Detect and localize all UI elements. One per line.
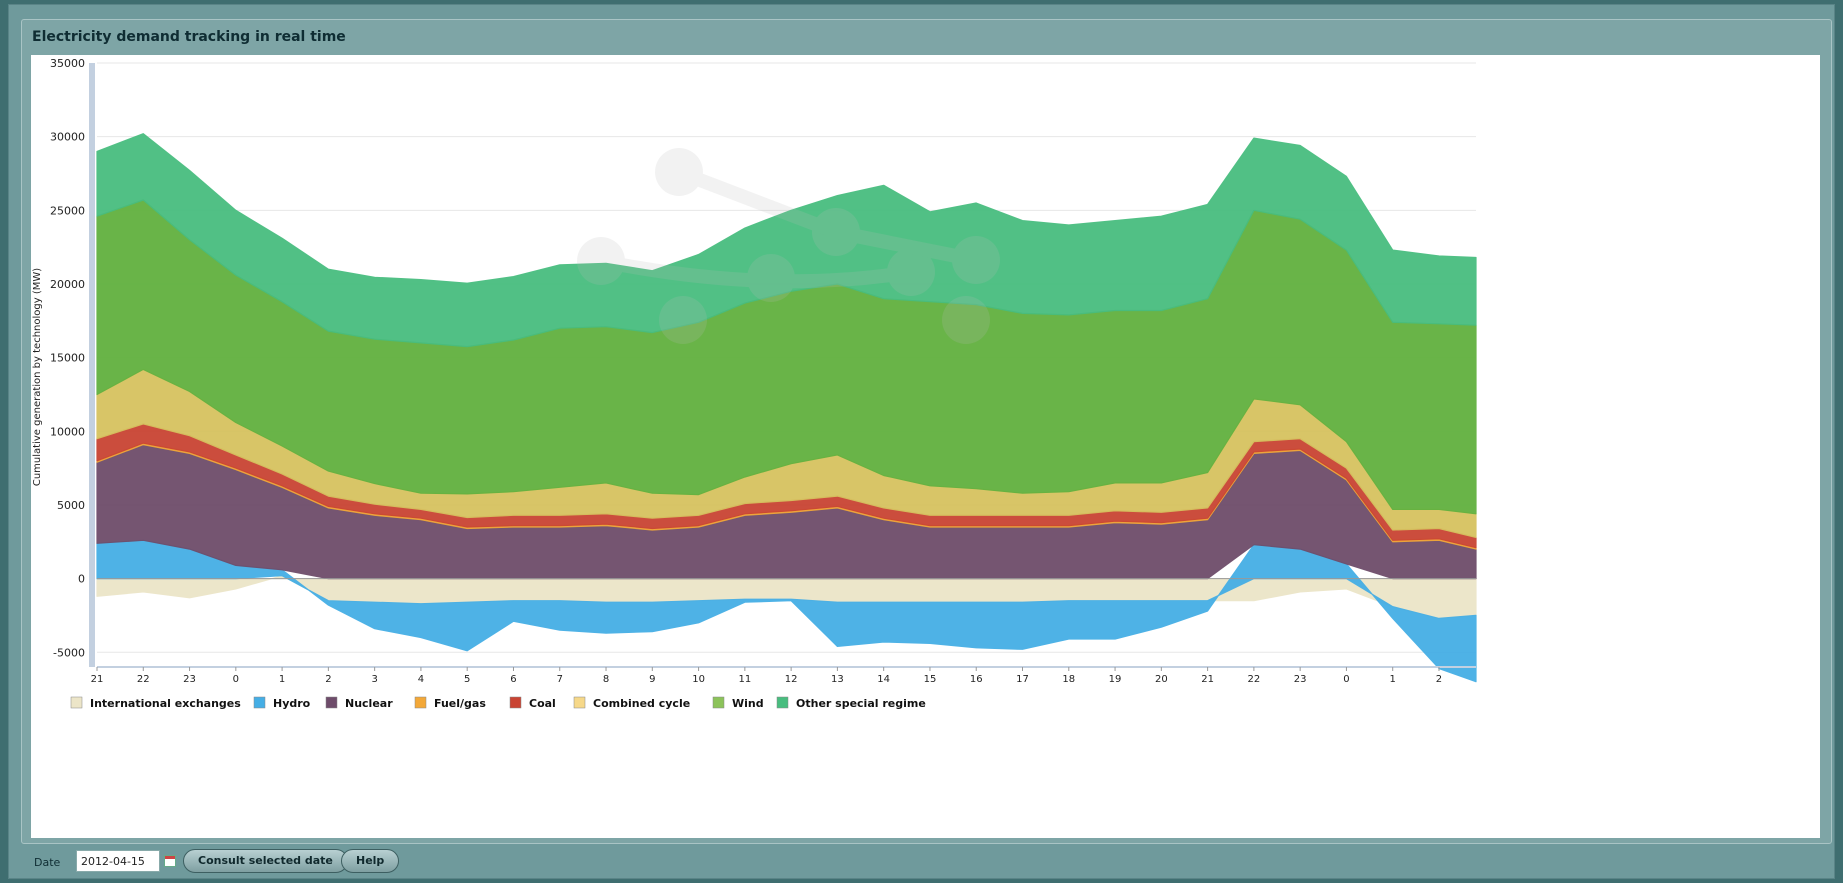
- legend-swatch: [253, 696, 266, 709]
- x-tick-label: 23: [1294, 674, 1307, 685]
- x-tick-label: 12: [785, 674, 798, 685]
- calendar-icon[interactable]: [164, 855, 176, 867]
- legend-label: Other special regime: [796, 697, 926, 710]
- x-tick-label: 3: [371, 674, 377, 685]
- legend-label: Nuclear: [345, 697, 393, 710]
- x-tick-label: 9: [649, 674, 655, 685]
- legend-swatch: [573, 696, 586, 709]
- area-series-hydro[interactable]: [96, 539, 1477, 683]
- legend-swatch: [776, 696, 789, 709]
- legend-swatch: [325, 696, 338, 709]
- x-tick-label: 5: [464, 674, 470, 685]
- x-tick-label: 17: [1016, 674, 1029, 685]
- x-tick-label: 2: [325, 674, 331, 685]
- x-tick-label: 21: [1201, 674, 1214, 685]
- x-tick-label: 7: [557, 674, 563, 685]
- area-series-other-special-regime[interactable]: [96, 133, 1477, 348]
- legend-item[interactable]: Wind: [712, 696, 764, 710]
- date-controls: Date Consult selected date Help: [21, 847, 921, 877]
- x-tick-label: 23: [183, 674, 196, 685]
- x-tick-label: 10: [692, 674, 705, 685]
- x-tick-label: 4: [418, 674, 424, 685]
- chart-area: 35000 30000 25000 20000 15000 10000 5000 0 -5000…: [31, 55, 1820, 838]
- area-series: [96, 133, 1477, 683]
- x-tick-label: 16: [970, 674, 983, 685]
- legend-item[interactable]: Combined cycle: [573, 696, 690, 710]
- demand-chart: 35000 30000 25000 20000 15000 10000 5000 0 -5000…: [32, 57, 1477, 710]
- legend-swatch: [414, 696, 427, 709]
- y-tick-label: 15000: [50, 352, 85, 365]
- legend: International exchanges Hydro Nuclear Fuel/…: [70, 696, 926, 710]
- x-tick-label: 2: [1436, 674, 1442, 685]
- x-tick-label: 8: [603, 674, 609, 685]
- x-tick-label: 20: [1155, 674, 1168, 685]
- x-tick-label: 6: [510, 674, 516, 685]
- legend-item[interactable]: Other special regime: [776, 696, 926, 710]
- legend-label: Fuel/gas: [434, 697, 486, 710]
- x-tick-label: 1: [279, 674, 285, 685]
- y-tick-label: 10000: [50, 425, 85, 438]
- legend-swatch: [509, 696, 522, 709]
- axes: [89, 63, 1476, 668]
- x-tick-label: 0: [1343, 674, 1349, 685]
- legend-item[interactable]: Hydro: [253, 696, 311, 710]
- watermark-logo: [577, 148, 1000, 344]
- legend-item[interactable]: Nuclear: [325, 696, 393, 710]
- x-tick-label: 19: [1109, 674, 1122, 685]
- x-tick-label: 22: [1248, 674, 1261, 685]
- legend-item[interactable]: Fuel/gas: [414, 696, 486, 710]
- x-tick-labels: 21 22 23 0 1 2 3 4 5 6 7 8 9 10 11 12 13 14 15 16 17 18 19 20 21…: [91, 667, 1442, 685]
- legend-item[interactable]: Coal: [509, 696, 556, 710]
- app-frame: Electricity demand tracking in real time: [8, 4, 1835, 879]
- x-tick-label: 15: [924, 674, 937, 685]
- legend-label: Combined cycle: [593, 697, 690, 710]
- help-button[interactable]: Help: [341, 849, 400, 873]
- x-tick-label: 1: [1390, 674, 1396, 685]
- y-tick-label: 20000: [50, 278, 85, 291]
- consult-date-button[interactable]: Consult selected date: [183, 849, 348, 873]
- y-axis-label: Cumulative generation by technology (MW): [32, 268, 43, 486]
- y-axis-bar: [89, 63, 95, 667]
- date-label: Date: [34, 856, 61, 869]
- legend-swatch: [70, 696, 83, 709]
- y-tick-label: -5000: [53, 646, 85, 659]
- panel-title: Electricity demand tracking in real time: [32, 29, 346, 45]
- x-tick-label: 18: [1062, 674, 1075, 685]
- y-tick-label: 30000: [50, 131, 85, 144]
- x-tick-label: 13: [831, 674, 844, 685]
- legend-label: Hydro: [273, 697, 311, 710]
- x-tick-label: 21: [91, 674, 104, 685]
- legend-label: Coal: [529, 697, 556, 710]
- date-input[interactable]: [76, 850, 160, 872]
- y-tick-label: 0: [78, 573, 85, 586]
- y-tick-label: 25000: [50, 204, 85, 217]
- legend-label: Wind: [732, 697, 764, 710]
- legend-swatch: [712, 696, 725, 709]
- x-tick-label: 14: [877, 674, 890, 685]
- y-tick-label: 5000: [57, 499, 85, 512]
- y-tick-label: 35000: [50, 57, 85, 70]
- legend-item[interactable]: International exchanges: [70, 696, 241, 710]
- x-tick-label: 0: [233, 674, 239, 685]
- x-tick-label: 11: [738, 674, 751, 685]
- area-series-international-exchanges[interactable]: [96, 575, 1477, 619]
- legend-label: International exchanges: [90, 697, 241, 710]
- chart-panel: Electricity demand tracking in real time: [21, 19, 1832, 844]
- y-tick-labels: 35000 30000 25000 20000 15000 10000 5000 0 -5000: [50, 57, 85, 659]
- x-tick-label: 22: [137, 674, 150, 685]
